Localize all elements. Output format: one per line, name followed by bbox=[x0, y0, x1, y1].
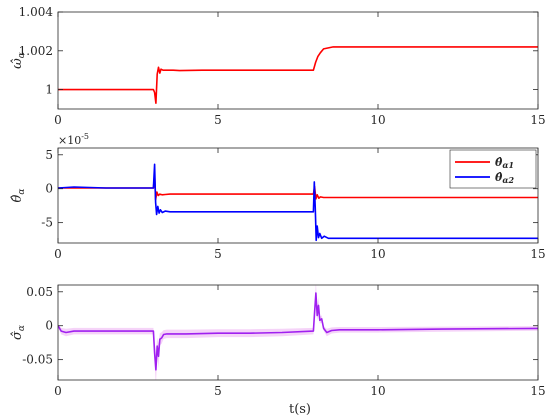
y-axis-label-base: ω̂ bbox=[10, 58, 25, 69]
legend-box bbox=[449, 149, 537, 189]
legend: θ̂α1θ̂α2 bbox=[449, 149, 537, 189]
series-line-1 bbox=[58, 174, 538, 201]
subplot-1: 0 5 10 15 1 1.002 1.004 ω̂α bbox=[10, 5, 546, 127]
legend-entry-1: θ̂α1 bbox=[495, 156, 514, 170]
series-group bbox=[58, 163, 538, 242]
series-line-1 bbox=[58, 292, 538, 371]
y-axis-label-base: σ̂ bbox=[10, 330, 25, 340]
y-axis-label: θ̂α bbox=[10, 189, 27, 203]
x-tick-label: 5 bbox=[214, 113, 222, 127]
series-group bbox=[58, 285, 538, 380]
axes-frame bbox=[57, 11, 539, 110]
y-tick-label: 0 bbox=[45, 319, 53, 333]
series-group bbox=[58, 46, 538, 104]
legend-entry-base: θ̂ bbox=[495, 171, 503, 184]
y-tick-label: 1.004 bbox=[19, 5, 54, 19]
y-tick-label: -5 bbox=[41, 216, 53, 230]
y-axis-label-sub: α bbox=[17, 52, 27, 58]
series-line-2 bbox=[58, 163, 538, 242]
x-tick-label: 10 bbox=[370, 113, 385, 127]
x-tick-label: 0 bbox=[54, 247, 62, 261]
x-tick-label: 15 bbox=[530, 113, 545, 127]
x-tick-label: 10 bbox=[370, 384, 385, 398]
y-tick-label: 0 bbox=[45, 182, 53, 196]
x-tick-label: 5 bbox=[214, 247, 222, 261]
y-tick-label: 0.05 bbox=[26, 285, 53, 299]
y-axis-label-sub: α bbox=[17, 325, 27, 331]
y-tick-label: 1 bbox=[45, 83, 53, 97]
x-tick-label: 0 bbox=[54, 113, 62, 127]
legend-entry-sub: α1 bbox=[502, 160, 514, 170]
y-axis-label-sub: α bbox=[17, 189, 27, 195]
y-multiplier-base: ×10 bbox=[58, 134, 81, 147]
legend-entry-2: θ̂α2 bbox=[495, 171, 515, 185]
y-axis-label: σ̂α bbox=[10, 325, 27, 340]
y-tick-label: -0.05 bbox=[22, 353, 53, 367]
subplot-3: 0 5 10 15 -0.05 0 0.05 σ̂α bbox=[10, 284, 546, 398]
y-multiplier: ×10-5 bbox=[58, 132, 89, 147]
series-line-1 bbox=[58, 46, 538, 104]
y-axis-label-base: θ̂ bbox=[10, 194, 25, 202]
x-tick-label: 15 bbox=[530, 384, 545, 398]
axes-frame bbox=[57, 147, 539, 244]
x-tick-label: 10 bbox=[370, 247, 385, 261]
y-tick-label: 5 bbox=[45, 148, 53, 162]
y-tick-label: 1.002 bbox=[19, 44, 53, 58]
x-tick-label: 5 bbox=[214, 384, 222, 398]
y-multiplier-exp: -5 bbox=[81, 132, 89, 141]
axes-frame bbox=[57, 284, 539, 381]
legend-entry-sub: α2 bbox=[502, 175, 514, 185]
plot-area bbox=[58, 12, 538, 109]
x-tick-label: 15 bbox=[530, 247, 545, 261]
x-axis-label: t(s) bbox=[289, 402, 311, 417]
x-tick-label: 0 bbox=[54, 384, 62, 398]
legend-entry-base: θ̂ bbox=[495, 156, 503, 169]
y-axis-label: ω̂α bbox=[10, 52, 27, 69]
